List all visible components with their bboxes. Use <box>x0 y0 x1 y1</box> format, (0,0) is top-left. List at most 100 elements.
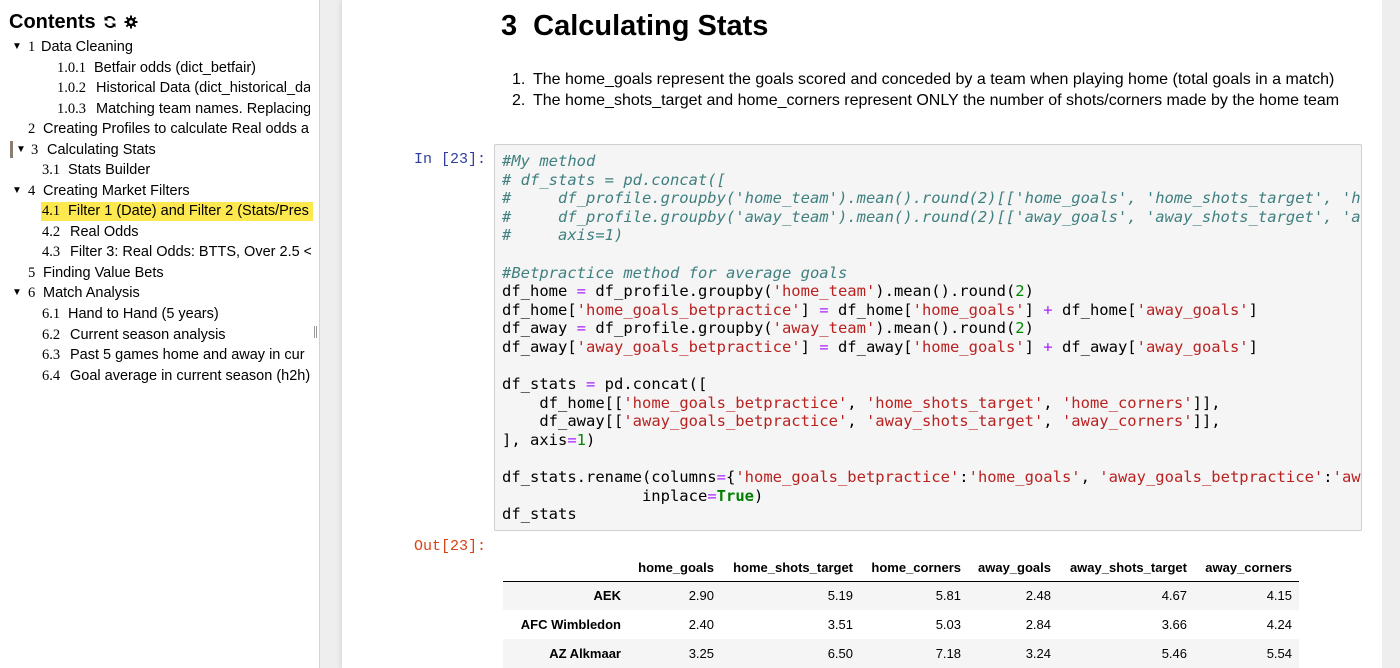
code-token: + <box>1043 337 1053 356</box>
code-token: 'away_goals' <box>1136 337 1249 356</box>
code-token: df_stats.rename(columns <box>502 468 717 487</box>
table-cell: 2.90 <box>688 588 714 604</box>
toc-item-label: Stats Builder <box>68 162 151 178</box>
toc-item-label: Historical Data (dict_historical_da <box>96 80 310 96</box>
toc-item-6-4[interactable]: 6.4 Goal average in current season (h2h) <box>0 366 319 386</box>
table-cell: 2.40 <box>688 617 714 632</box>
code-token: ] <box>1024 300 1044 319</box>
code-token: df_away[ <box>502 337 577 356</box>
code-editor[interactable]: #My method # df_stats = pd.concat([# df_p… <box>502 152 1361 524</box>
code-token: 'away_corners' <box>1061 412 1193 431</box>
list-text: The home_goals represent the goals score… <box>533 71 1335 88</box>
code-token: ) <box>586 430 596 449</box>
collapse-caret-icon[interactable]: ▼ <box>12 41 22 52</box>
toc-item-1-0-1[interactable]: 1.0.1 Betfair odds (dict_betfair) <box>0 58 319 78</box>
table-cell: 3.25 <box>688 646 714 661</box>
toc-item-3[interactable]: ▼ 3 Calculating Stats <box>0 140 319 160</box>
column-header: away_corners <box>1194 554 1299 582</box>
code-token: , <box>1043 393 1062 412</box>
code-token: = <box>819 300 829 319</box>
code-line: df_stats = pd.concat([ <box>502 375 1361 394</box>
code-token: #My method <box>502 152 596 170</box>
toc-item-1-0-3[interactable]: 1.0.3 Matching team names. Replacing <box>0 99 319 119</box>
code-token: 'away_team' <box>772 319 876 338</box>
code-token: ]], <box>1192 393 1221 412</box>
row-index: AEK <box>593 588 621 604</box>
toc-item-5[interactable]: 5 Finding Value Bets <box>0 263 319 283</box>
code-token: 'home_goals_betpractice' <box>623 393 848 412</box>
code-token: df_home[ <box>502 300 577 319</box>
code-token: , <box>847 393 866 412</box>
toc-item-3-1[interactable]: 3.1 Stats Builder <box>0 160 319 180</box>
code-token: True <box>716 486 754 505</box>
table-cell: 4.67 <box>1161 588 1187 604</box>
output-prompt: Out[23]: <box>414 538 487 555</box>
toc-item-label: Data Cleaning <box>41 39 133 55</box>
code-token: #Betpractice method for average goals <box>502 263 848 282</box>
code-token: df_away[ <box>828 337 913 356</box>
section-heading: 3 Calculating Stats <box>501 10 768 43</box>
code-token: = <box>576 319 586 338</box>
code-line: inplace=True) <box>502 486 1361 506</box>
toc-item-label: Match Analysis <box>43 285 140 301</box>
code-line <box>502 450 1361 469</box>
table-cell: 5.46 <box>1161 646 1187 661</box>
toc-item-label: Past 5 games home and away in cur <box>70 347 305 363</box>
table-cell: 2.48 <box>1025 588 1051 604</box>
toc-item-number: 5 <box>28 265 36 281</box>
scrollbar[interactable] <box>1382 0 1400 668</box>
code-token: ) <box>1024 282 1034 301</box>
code-token: df_home[ <box>1052 300 1137 319</box>
row-index: AZ Alkmaar <box>549 646 621 661</box>
code-token: ) <box>1024 319 1034 338</box>
toc-item-4-1[interactable]: 4.1 Filter 1 (Date) and Filter 2 (Stats/… <box>0 201 319 221</box>
refresh-icon[interactable] <box>103 15 117 29</box>
code-token: 'home_goals_betpractice' <box>576 300 801 319</box>
code-token: df_home[ <box>828 300 913 319</box>
toc-item-number: 2 <box>28 121 36 137</box>
code-token: ] <box>800 337 820 356</box>
toc-item-6-2[interactable]: 6.2 Current season analysis <box>0 325 319 345</box>
collapse-caret-icon[interactable]: ▼ <box>12 287 22 298</box>
list-number: 2. <box>512 92 526 109</box>
code-line: ], axis=1) <box>502 430 1361 450</box>
code-token: 'home_corners' <box>1061 393 1193 412</box>
toc-item-4-3[interactable]: 4.3 Filter 3: Real Odds: BTTS, Over 2.5 … <box>0 242 319 262</box>
code-token: ).mean().round( <box>875 282 1016 301</box>
code-token: 'away_goals_betpractice' <box>1099 468 1324 487</box>
gear-icon[interactable] <box>124 15 138 29</box>
toc-item-label: Hand to Hand (5 years) <box>68 306 219 322</box>
toc-header: Contents <box>9 9 138 35</box>
list-text: The home_shots_target and home_corners r… <box>533 92 1340 109</box>
code-token: inplace <box>502 486 708 505</box>
toc-item-label: Filter 3: Real Odds: BTTS, Over 2.5 < <box>70 244 311 260</box>
code-token: 'home_goals' <box>912 337 1025 356</box>
code-cell[interactable]: #My method # df_stats = pd.concat([# df_p… <box>494 144 1362 531</box>
table-row: AZ Alkmaar 3.25 6.50 7.18 3.24 5.46 5.54 <box>503 639 1299 668</box>
toc-item-4-2[interactable]: 4.2 Real Odds <box>0 222 319 242</box>
toc-item-1[interactable]: ▼ 1 Data Cleaning <box>0 37 319 57</box>
code-token: df_profile.groupby( <box>586 319 773 338</box>
collapse-caret-icon[interactable]: ▼ <box>16 144 26 155</box>
toc-item-6-1[interactable]: 6.1 Hand to Hand (5 years) <box>0 304 319 324</box>
code-line: df_home = df_profile.groupby('home_team'… <box>502 282 1361 301</box>
code-token: # df_profile.groupby('home_team').mean()… <box>502 189 1361 208</box>
toc-item-label: Creating Market Filters <box>43 183 190 199</box>
code-line: df_away = df_profile.groupby('away_team'… <box>502 319 1361 338</box>
toc-item-2[interactable]: 2 Creating Profiles to calculate Real od… <box>0 119 319 139</box>
code-line: # axis=1) <box>502 226 1361 245</box>
toc-resize-handle[interactable] <box>314 326 318 340</box>
toc-item-6-3[interactable]: 6.3 Past 5 games home and away in cur <box>0 345 319 365</box>
code-token: 'away_goals' <box>1332 468 1361 487</box>
code-token: = <box>716 468 726 487</box>
toc-item-6[interactable]: ▼ 6 Match Analysis <box>0 283 319 303</box>
toc-item-label: Goal average in current season (h2h) <box>70 368 311 384</box>
toc-item-number: 6.1 <box>42 306 61 322</box>
toc-item-number: 6.3 <box>42 347 61 363</box>
toc-sidebar: Contents ▼ 1 Data Cleaning 1.0.1 Betfair… <box>0 0 320 668</box>
code-line: df_home[['home_goals_betpractice', 'home… <box>502 393 1361 413</box>
toc-item-4[interactable]: ▼ 4 Creating Market Filters <box>0 181 319 201</box>
toc-item-1-0-2[interactable]: 1.0.2 Historical Data (dict_historical_d… <box>0 78 319 98</box>
code-token: ], axis <box>502 430 568 449</box>
collapse-caret-icon[interactable]: ▼ <box>12 185 22 196</box>
